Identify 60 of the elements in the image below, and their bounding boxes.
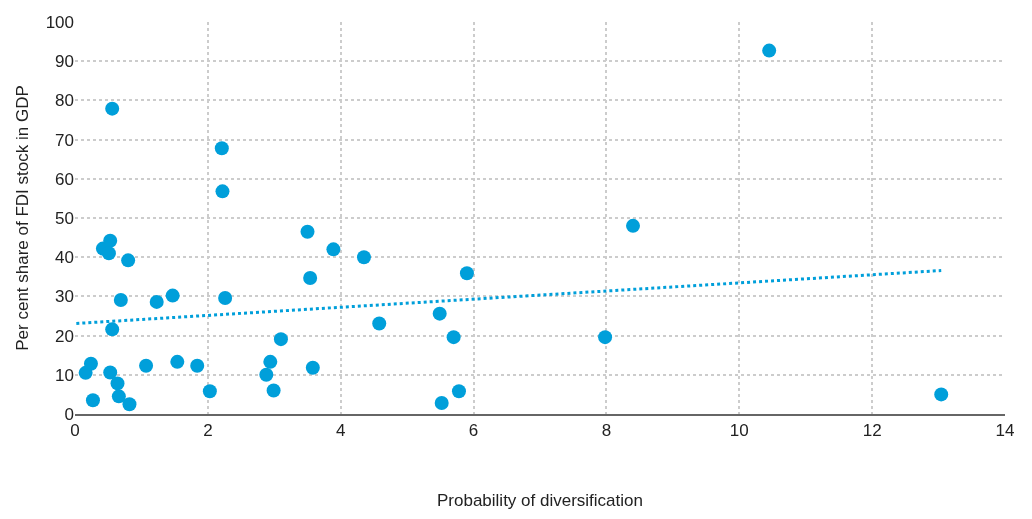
- x-tick-label: 2: [203, 421, 213, 441]
- point: [356, 250, 371, 265]
- point: [934, 387, 949, 402]
- point: [110, 376, 125, 391]
- x-tick-label: 14: [995, 421, 1015, 441]
- x-tick-label: 10: [729, 421, 749, 441]
- point: [598, 330, 613, 345]
- point: [121, 253, 136, 268]
- point: [105, 322, 120, 337]
- y-tick-label: 80: [55, 91, 74, 111]
- point: [303, 270, 318, 285]
- point: [214, 141, 229, 156]
- point: [170, 354, 185, 369]
- point: [762, 43, 777, 58]
- y-tick-label: 0: [64, 404, 74, 424]
- y-tick-label: 10: [55, 365, 74, 385]
- point: [266, 383, 281, 398]
- y-tick-label: 70: [55, 130, 74, 150]
- point: [259, 367, 274, 382]
- point: [326, 242, 341, 257]
- y-tick-label: 100: [45, 12, 74, 32]
- y-tick-label: 50: [55, 208, 74, 228]
- point: [149, 294, 164, 309]
- x-axis-title: Probability of diversification: [437, 491, 643, 511]
- point: [113, 292, 128, 307]
- point: [273, 332, 288, 347]
- point: [101, 246, 116, 261]
- point: [83, 356, 98, 371]
- y-tick-label: 30: [55, 287, 74, 307]
- y-tick-label: 60: [55, 169, 74, 189]
- point: [626, 218, 640, 233]
- point: [103, 233, 118, 248]
- x-tick-label: 8: [601, 421, 612, 441]
- y-tick-label: 40: [55, 248, 74, 268]
- point: [305, 360, 320, 375]
- point: [122, 397, 137, 412]
- point: [451, 384, 466, 399]
- point: [446, 330, 461, 345]
- x-tick-label: 4: [335, 421, 346, 441]
- point: [218, 290, 233, 305]
- point: [139, 358, 154, 373]
- y-tick-label: 90: [55, 52, 74, 72]
- point: [432, 306, 447, 321]
- point: [372, 316, 387, 331]
- point: [165, 288, 180, 303]
- y-tick-label: 20: [55, 326, 74, 346]
- point: [263, 354, 278, 369]
- x-tick-label: 6: [468, 421, 479, 441]
- point: [105, 101, 120, 116]
- point: [215, 184, 230, 199]
- point: [459, 266, 474, 281]
- x-tick-label: 12: [862, 421, 882, 441]
- point: [190, 358, 205, 373]
- point: [85, 393, 100, 408]
- y-axis-title: Per cent share of FDI stock in GDP: [13, 85, 33, 351]
- point: [103, 365, 118, 380]
- point: [434, 396, 449, 411]
- point: [111, 389, 126, 404]
- point: [202, 384, 217, 399]
- point: [300, 224, 315, 239]
